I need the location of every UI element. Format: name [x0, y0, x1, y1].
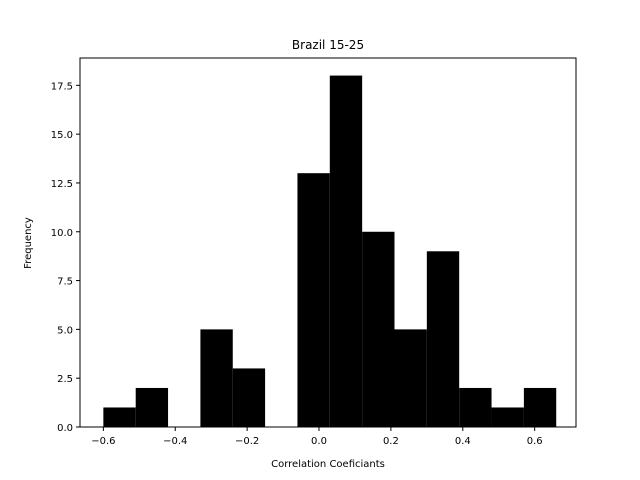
- x-tick-label: 0.2: [383, 436, 399, 447]
- histogram-bar: [394, 329, 427, 427]
- y-tick-label: 0.0: [57, 423, 73, 434]
- y-tick-label: 2.5: [57, 374, 73, 385]
- histogram-bar: [297, 173, 330, 427]
- y-tick-label: 12.5: [51, 179, 73, 190]
- x-tick-label: −0.4: [163, 436, 187, 447]
- plot-frame: [79, 57, 577, 428]
- x-tick-label: 0.6: [527, 436, 543, 447]
- y-tick-label: 17.5: [51, 81, 73, 92]
- histogram-bar: [426, 251, 460, 427]
- y-tick-label: 10.0: [51, 228, 73, 239]
- histogram-bar: [491, 407, 524, 427]
- x-tick-label: −0.6: [91, 436, 115, 447]
- histogram-bar: [459, 387, 492, 427]
- histogram-bar: [135, 387, 169, 427]
- histogram-bar: [103, 407, 136, 427]
- x-tick-label: 0.0: [311, 436, 327, 447]
- x-tick-label: 0.4: [455, 436, 471, 447]
- histogram-bar: [200, 329, 233, 427]
- histogram-bar: [329, 75, 363, 427]
- y-axis-label: Frequency: [23, 217, 34, 269]
- y-tick-label: 15.0: [51, 130, 73, 141]
- x-axis: −0.6 −0.4 −0.2 0.0 0.2 0.4 0.6: [91, 427, 543, 447]
- y-tick-label: 5.0: [57, 325, 73, 336]
- histogram-bar: [232, 368, 266, 427]
- y-tick-label: 7.5: [57, 277, 73, 288]
- x-tick-label: −0.2: [235, 436, 259, 447]
- x-axis-label: Correlation Coeficiants: [271, 459, 385, 470]
- chart-title: Brazil 15-25: [292, 38, 364, 52]
- y-axis: 0.0 2.5 5.0 7.5 10.0 12.5 15.0 17.5: [51, 81, 80, 434]
- bars-group: [103, 75, 557, 427]
- histogram-bar: [523, 387, 557, 427]
- histogram-bar: [362, 231, 395, 427]
